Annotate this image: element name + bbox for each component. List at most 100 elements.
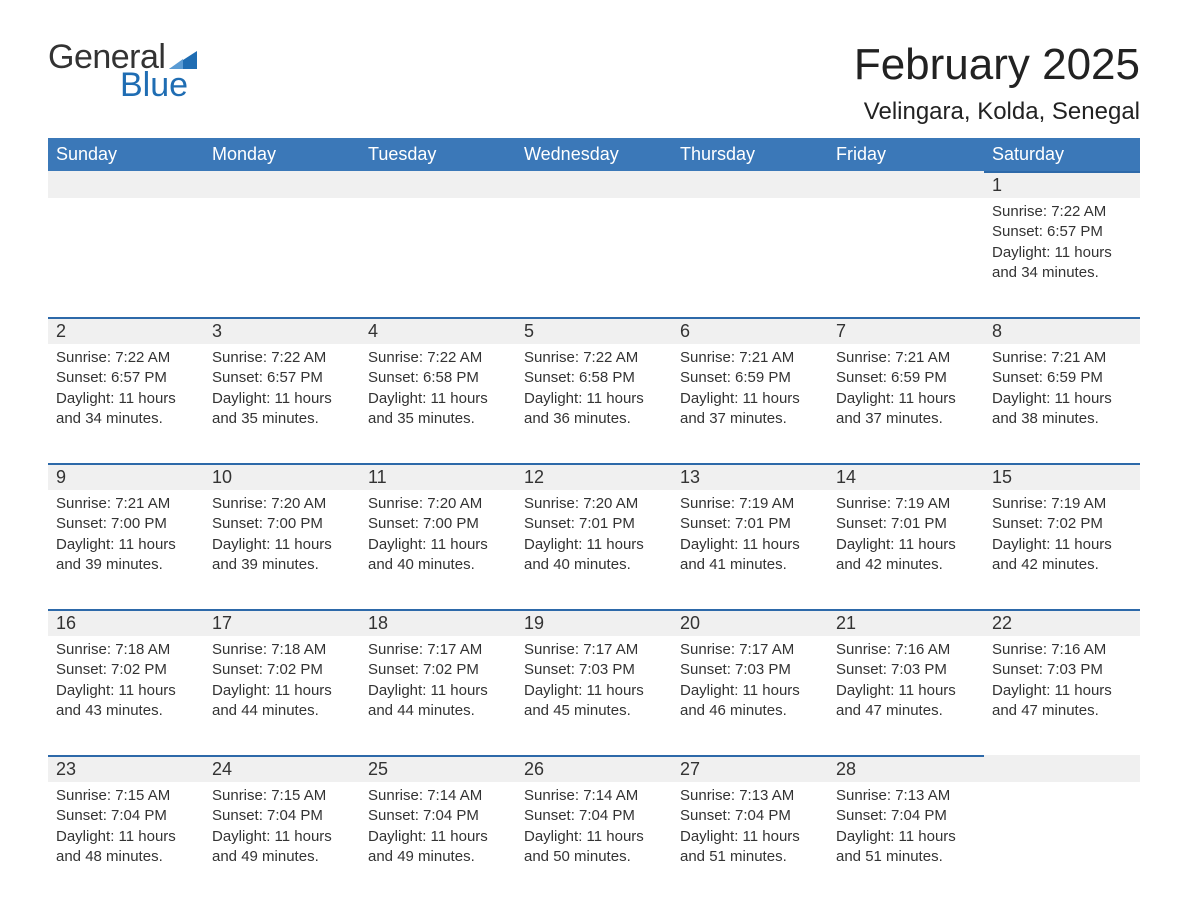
daylight-text: Daylight: 11 hours and 48 minutes. <box>56 827 196 868</box>
sunset-text: Sunset: 7:03 PM <box>524 660 664 680</box>
sunset-text: Sunset: 7:04 PM <box>212 806 352 826</box>
day-detail-cell <box>516 198 672 294</box>
daylight-text: Daylight: 11 hours and 40 minutes. <box>524 535 664 576</box>
logo: General Blue <box>48 40 197 102</box>
date-row: 2345678 <box>48 318 1140 344</box>
sunset-text: Sunset: 6:59 PM <box>836 368 976 388</box>
day-number-cell: 20 <box>672 610 828 636</box>
sunrise-text: Sunrise: 7:20 AM <box>524 494 664 514</box>
day-number-cell: 24 <box>204 756 360 782</box>
sunrise-text: Sunrise: 7:22 AM <box>992 202 1132 222</box>
day-detail-cell <box>984 782 1140 878</box>
daylight-text: Daylight: 11 hours and 47 minutes. <box>992 681 1132 722</box>
day-detail-cell: Sunrise: 7:14 AMSunset: 7:04 PMDaylight:… <box>360 782 516 878</box>
sunrise-text: Sunrise: 7:13 AM <box>836 786 976 806</box>
day-detail-cell: Sunrise: 7:17 AMSunset: 7:02 PMDaylight:… <box>360 636 516 732</box>
sunrise-text: Sunrise: 7:18 AM <box>212 640 352 660</box>
day-number-cell <box>672 172 828 198</box>
sunset-text: Sunset: 6:57 PM <box>212 368 352 388</box>
sunrise-text: Sunrise: 7:20 AM <box>212 494 352 514</box>
day-detail-cell: Sunrise: 7:20 AMSunset: 7:00 PMDaylight:… <box>204 490 360 586</box>
day-number-cell: 7 <box>828 318 984 344</box>
day-number-cell: 14 <box>828 464 984 490</box>
sunrise-text: Sunrise: 7:17 AM <box>368 640 508 660</box>
day-detail-cell: Sunrise: 7:15 AMSunset: 7:04 PMDaylight:… <box>48 782 204 878</box>
date-row: 1 <box>48 172 1140 198</box>
daylight-text: Daylight: 11 hours and 47 minutes. <box>836 681 976 722</box>
day-number-cell <box>516 172 672 198</box>
daylight-text: Daylight: 11 hours and 42 minutes. <box>992 535 1132 576</box>
day-number-cell: 25 <box>360 756 516 782</box>
sunrise-text: Sunrise: 7:14 AM <box>524 786 664 806</box>
sunset-text: Sunset: 6:57 PM <box>992 222 1132 242</box>
sunset-text: Sunset: 7:02 PM <box>212 660 352 680</box>
daylight-text: Daylight: 11 hours and 37 minutes. <box>836 389 976 430</box>
daylight-text: Daylight: 11 hours and 34 minutes. <box>992 243 1132 284</box>
date-row: 16171819202122 <box>48 610 1140 636</box>
daylight-text: Daylight: 11 hours and 45 minutes. <box>524 681 664 722</box>
sunset-text: Sunset: 7:04 PM <box>56 806 196 826</box>
date-row: 9101112131415 <box>48 464 1140 490</box>
sunrise-text: Sunrise: 7:15 AM <box>56 786 196 806</box>
day-number-cell: 15 <box>984 464 1140 490</box>
header-block: General Blue February 2025 Velingara, Ko… <box>48 40 1140 126</box>
sunrise-text: Sunrise: 7:22 AM <box>56 348 196 368</box>
day-number-cell <box>360 172 516 198</box>
sunset-text: Sunset: 7:04 PM <box>524 806 664 826</box>
calendar-table: Sunday Monday Tuesday Wednesday Thursday… <box>48 138 1140 878</box>
sunrise-text: Sunrise: 7:13 AM <box>680 786 820 806</box>
daylight-text: Daylight: 11 hours and 35 minutes. <box>368 389 508 430</box>
daylight-text: Daylight: 11 hours and 34 minutes. <box>56 389 196 430</box>
sunset-text: Sunset: 6:59 PM <box>992 368 1132 388</box>
sunset-text: Sunset: 6:59 PM <box>680 368 820 388</box>
weekday-header: Tuesday <box>360 138 516 172</box>
sunset-text: Sunset: 7:02 PM <box>992 514 1132 534</box>
sunset-text: Sunset: 7:03 PM <box>680 660 820 680</box>
day-detail-cell: Sunrise: 7:21 AMSunset: 6:59 PMDaylight:… <box>984 344 1140 440</box>
day-number-cell <box>48 172 204 198</box>
logo-word2: Blue <box>120 68 197 102</box>
sunrise-text: Sunrise: 7:22 AM <box>524 348 664 368</box>
sunrise-text: Sunrise: 7:19 AM <box>836 494 976 514</box>
day-detail-cell: Sunrise: 7:21 AMSunset: 7:00 PMDaylight:… <box>48 490 204 586</box>
sunrise-text: Sunrise: 7:16 AM <box>992 640 1132 660</box>
detail-row: Sunrise: 7:15 AMSunset: 7:04 PMDaylight:… <box>48 782 1140 878</box>
day-number-cell: 18 <box>360 610 516 636</box>
sunset-text: Sunset: 7:04 PM <box>836 806 976 826</box>
day-detail-cell: Sunrise: 7:22 AMSunset: 6:57 PMDaylight:… <box>984 198 1140 294</box>
day-number-cell: 9 <box>48 464 204 490</box>
day-detail-cell: Sunrise: 7:18 AMSunset: 7:02 PMDaylight:… <box>204 636 360 732</box>
daylight-text: Daylight: 11 hours and 44 minutes. <box>368 681 508 722</box>
day-detail-cell: Sunrise: 7:13 AMSunset: 7:04 PMDaylight:… <box>828 782 984 878</box>
day-number-cell: 17 <box>204 610 360 636</box>
daylight-text: Daylight: 11 hours and 39 minutes. <box>56 535 196 576</box>
page-subtitle: Velingara, Kolda, Senegal <box>854 98 1140 126</box>
day-number-cell: 19 <box>516 610 672 636</box>
daylight-text: Daylight: 11 hours and 39 minutes. <box>212 535 352 576</box>
sunset-text: Sunset: 7:01 PM <box>524 514 664 534</box>
day-number-cell: 8 <box>984 318 1140 344</box>
day-number-cell: 2 <box>48 318 204 344</box>
day-detail-cell: Sunrise: 7:22 AMSunset: 6:57 PMDaylight:… <box>48 344 204 440</box>
day-number-cell <box>984 756 1140 782</box>
weekday-header: Saturday <box>984 138 1140 172</box>
sunrise-text: Sunrise: 7:22 AM <box>368 348 508 368</box>
sunrise-text: Sunrise: 7:21 AM <box>992 348 1132 368</box>
day-detail-cell: Sunrise: 7:19 AMSunset: 7:01 PMDaylight:… <box>828 490 984 586</box>
sunset-text: Sunset: 7:01 PM <box>680 514 820 534</box>
day-number-cell: 13 <box>672 464 828 490</box>
sunrise-text: Sunrise: 7:19 AM <box>680 494 820 514</box>
sunrise-text: Sunrise: 7:21 AM <box>836 348 976 368</box>
detail-row: Sunrise: 7:21 AMSunset: 7:00 PMDaylight:… <box>48 490 1140 586</box>
day-number-cell: 16 <box>48 610 204 636</box>
day-number-cell: 6 <box>672 318 828 344</box>
weekday-header: Friday <box>828 138 984 172</box>
sunrise-text: Sunrise: 7:22 AM <box>212 348 352 368</box>
day-detail-cell: Sunrise: 7:17 AMSunset: 7:03 PMDaylight:… <box>672 636 828 732</box>
day-detail-cell: Sunrise: 7:22 AMSunset: 6:57 PMDaylight:… <box>204 344 360 440</box>
daylight-text: Daylight: 11 hours and 36 minutes. <box>524 389 664 430</box>
sunrise-text: Sunrise: 7:20 AM <box>368 494 508 514</box>
day-detail-cell: Sunrise: 7:14 AMSunset: 7:04 PMDaylight:… <box>516 782 672 878</box>
day-detail-cell: Sunrise: 7:16 AMSunset: 7:03 PMDaylight:… <box>828 636 984 732</box>
day-detail-cell: Sunrise: 7:19 AMSunset: 7:02 PMDaylight:… <box>984 490 1140 586</box>
